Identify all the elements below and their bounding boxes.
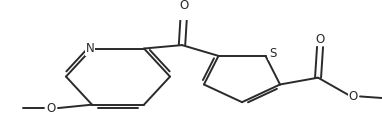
Text: S: S [269, 47, 276, 60]
Text: O: O [348, 90, 358, 103]
Text: O: O [180, 0, 189, 11]
Text: O: O [46, 102, 56, 115]
Text: O: O [316, 33, 325, 46]
Text: N: N [86, 42, 94, 55]
